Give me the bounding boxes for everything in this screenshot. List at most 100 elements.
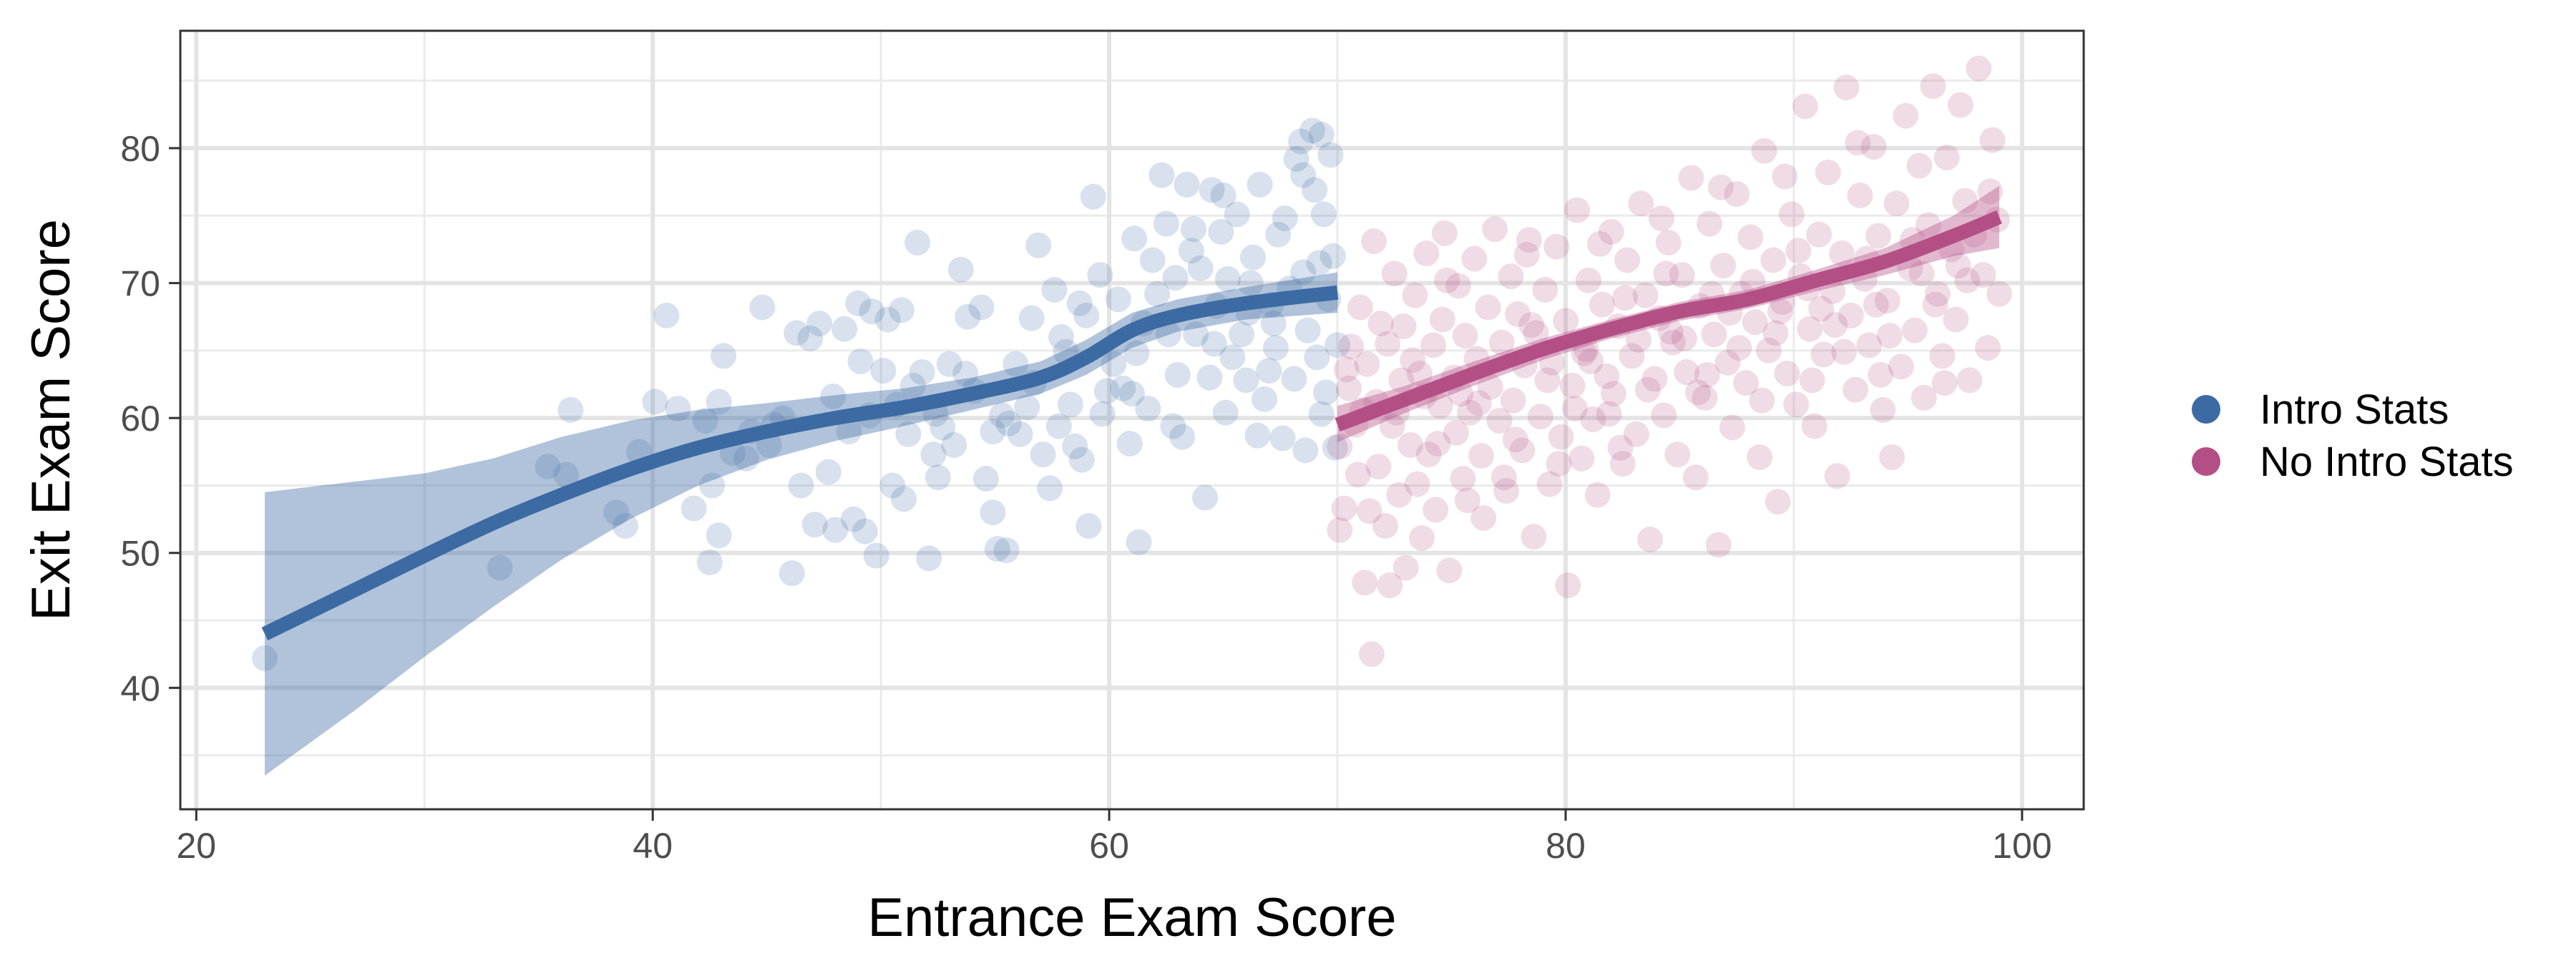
point-no-intro-stats xyxy=(1445,273,1472,299)
y-tick-label: 60 xyxy=(120,399,160,439)
point-no-intro-stats xyxy=(1749,387,1775,414)
point-intro-stats xyxy=(936,351,962,377)
point-intro-stats xyxy=(1229,321,1255,348)
y-tick-label: 80 xyxy=(120,129,160,169)
point-intro-stats xyxy=(870,358,897,384)
point-no-intro-stats xyxy=(1377,572,1403,598)
point-no-intro-stats xyxy=(1705,532,1732,558)
point-intro-stats xyxy=(1135,395,1161,421)
point-intro-stats xyxy=(1214,265,1241,292)
point-no-intro-stats xyxy=(1543,233,1570,260)
point-intro-stats xyxy=(1294,317,1321,343)
point-intro-stats xyxy=(1041,277,1068,303)
point-no-intro-stats xyxy=(1986,280,2012,307)
point-no-intro-stats xyxy=(1475,294,1501,321)
point-intro-stats xyxy=(924,464,951,491)
point-no-intro-stats xyxy=(1678,165,1704,191)
point-intro-stats xyxy=(797,325,824,351)
point-intro-stats xyxy=(1251,386,1277,412)
point-no-intro-stats xyxy=(1634,376,1661,403)
point-no-intro-stats xyxy=(1797,316,1823,342)
point-no-intro-stats xyxy=(1598,218,1624,245)
point-intro-stats xyxy=(706,389,732,415)
point-intro-stats xyxy=(916,545,942,572)
point-intro-stats xyxy=(696,549,723,575)
point-intro-stats xyxy=(1066,290,1093,316)
point-intro-stats xyxy=(1208,218,1234,245)
point-no-intro-stats xyxy=(1375,331,1401,357)
point-no-intro-stats xyxy=(1454,487,1480,514)
point-no-intro-stats xyxy=(1831,338,1858,365)
point-no-intro-stats xyxy=(1870,396,1896,423)
point-no-intro-stats xyxy=(1822,312,1848,338)
point-no-intro-stats xyxy=(1922,291,1948,318)
point-intro-stats xyxy=(733,445,759,472)
point-intro-stats xyxy=(711,343,737,369)
point-no-intro-stats xyxy=(1518,312,1545,338)
point-no-intro-stats xyxy=(1669,262,1695,288)
point-intro-stats xyxy=(557,396,584,423)
point-intro-stats xyxy=(1256,358,1282,384)
point-no-intro-stats xyxy=(1500,387,1526,414)
point-no-intro-stats xyxy=(1521,524,1547,550)
point-no-intro-stats xyxy=(1801,413,1828,439)
point-intro-stats xyxy=(1169,424,1196,450)
point-intro-stats xyxy=(980,499,1006,526)
point-intro-stats xyxy=(895,421,922,447)
point-no-intro-stats xyxy=(1372,513,1399,540)
point-no-intro-stats xyxy=(1707,174,1734,200)
point-intro-stats xyxy=(1030,441,1056,468)
point-intro-stats xyxy=(909,359,935,386)
point-intro-stats xyxy=(955,303,981,330)
point-no-intro-stats xyxy=(1486,407,1513,434)
point-no-intro-stats xyxy=(1381,260,1407,287)
point-no-intro-stats xyxy=(1571,340,1597,366)
point-no-intro-stats xyxy=(1400,347,1426,374)
point-no-intro-stats xyxy=(1774,360,1800,386)
point-intro-stats xyxy=(1101,351,1127,377)
point-intro-stats xyxy=(972,466,999,492)
point-intro-stats xyxy=(1162,265,1189,291)
point-no-intro-stats xyxy=(1760,247,1787,273)
y-tick-label: 70 xyxy=(120,264,160,304)
point-no-intro-stats xyxy=(1365,454,1392,480)
point-no-intro-stats xyxy=(1352,570,1378,596)
point-intro-stats xyxy=(779,560,805,587)
point-no-intro-stats xyxy=(1477,374,1503,400)
point-intro-stats xyxy=(665,395,691,421)
grid-major xyxy=(180,31,2084,809)
point-no-intro-stats xyxy=(1402,282,1428,308)
point-no-intro-stats xyxy=(1692,384,1718,411)
point-no-intro-stats xyxy=(1468,442,1494,469)
point-intro-stats xyxy=(989,402,1015,429)
point-intro-stats xyxy=(1126,529,1152,555)
point-intro-stats xyxy=(1281,366,1307,392)
point-no-intro-stats xyxy=(1637,526,1664,552)
point-intro-stats xyxy=(831,316,858,342)
point-intro-stats xyxy=(1260,311,1287,337)
point-intro-stats xyxy=(836,419,862,445)
point-no-intro-stats xyxy=(1361,228,1387,255)
point-no-intro-stats xyxy=(1792,93,1818,119)
point-intro-stats xyxy=(852,518,878,545)
point-no-intro-stats xyxy=(1367,311,1394,337)
point-intro-stats xyxy=(1116,430,1143,457)
point-intro-stats xyxy=(1319,243,1346,269)
point-intro-stats xyxy=(891,486,917,512)
point-no-intro-stats xyxy=(1538,349,1565,376)
legend-key-intro-stats xyxy=(2192,395,2220,424)
point-no-intro-stats xyxy=(1863,291,1889,318)
point-no-intro-stats xyxy=(1719,414,1745,441)
point-no-intro-stats xyxy=(1833,74,1860,101)
point-no-intro-stats xyxy=(1482,216,1508,243)
point-intro-stats xyxy=(815,459,841,485)
point-no-intro-stats xyxy=(1694,361,1720,388)
x-axis-title: Entrance Exam Score xyxy=(867,887,1396,948)
point-no-intro-stats xyxy=(1755,337,1782,364)
point-no-intro-stats xyxy=(1534,367,1561,394)
point-intro-stats xyxy=(1219,344,1246,371)
point-no-intro-stats xyxy=(1345,462,1371,488)
x-tick-label: 20 xyxy=(177,826,217,866)
point-intro-stats xyxy=(1187,255,1214,281)
point-no-intro-stats xyxy=(1657,318,1684,345)
